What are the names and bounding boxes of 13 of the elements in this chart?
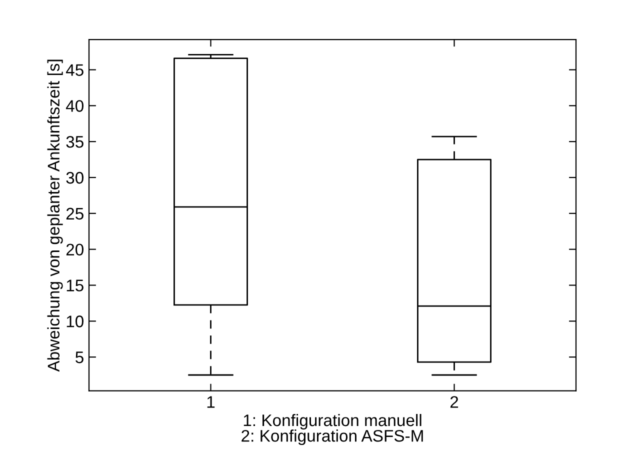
y-tick-label: 30 xyxy=(66,172,84,184)
x-tick-label: 1 xyxy=(207,396,215,408)
y-tick-label: 35 xyxy=(66,136,84,148)
y-tick-label: 15 xyxy=(66,280,84,292)
y-tick-label: 25 xyxy=(66,208,84,220)
y-tick-label: 20 xyxy=(66,244,84,256)
y-tick-label: 40 xyxy=(66,100,84,112)
x-axis-title: 1: Konfiguration manuell 2: Konfiguration ASFS-M xyxy=(242,414,423,446)
y-tick-label: 45 xyxy=(66,64,84,76)
y-tick-label: 10 xyxy=(66,316,84,328)
x-tick-label: 2 xyxy=(450,396,458,408)
y-axis-title: Abweichung von geplanter Ankunftszeit [s] xyxy=(47,60,63,372)
y-tick-label: 5 xyxy=(76,352,84,364)
